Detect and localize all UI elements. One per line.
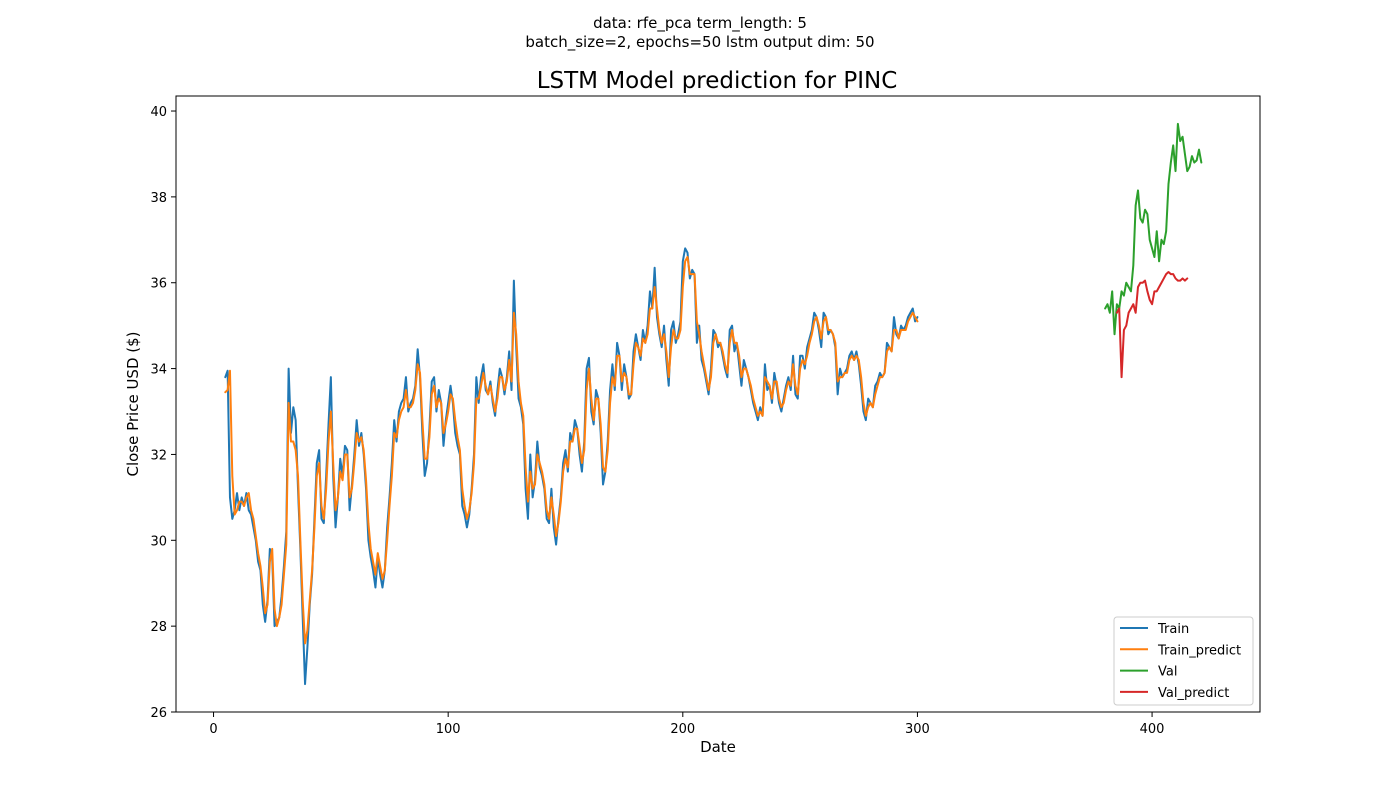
- legend: Train Train_predict Val Val_predict: [1113, 616, 1254, 706]
- legend-label-1: Train_predict: [1157, 643, 1241, 658]
- x-tick-label-2: 200: [670, 722, 695, 737]
- series-line-1: [224, 255, 919, 645]
- series-layer: [224, 122, 1203, 686]
- chart-title: LSTM Model prediction for PINC: [537, 68, 898, 94]
- x-tick-label-0: 0: [209, 722, 217, 737]
- y-tick-label-6: 38: [150, 191, 167, 206]
- x-axis-ticks: 0 100 200 300 400: [209, 712, 1164, 737]
- y-axis-label: Close Price USD ($): [124, 331, 142, 476]
- y-tick-label-3: 32: [150, 448, 167, 463]
- legend-frame: [1113, 616, 1254, 706]
- y-tick-label-2: 30: [150, 534, 167, 549]
- y-tick-label-0: 26: [150, 706, 167, 721]
- y-tick-label-1: 28: [150, 620, 167, 635]
- y-axis-ticks: 26 28 30 32 34 36 38 40: [150, 105, 176, 721]
- series-line-3: [1115, 271, 1189, 379]
- y-tick-label-5: 36: [150, 277, 167, 292]
- plot-area: 0 100 200 300 400 26 28 30 32 34 36 38 40: [150, 95, 1261, 737]
- x-tick-label-4: 400: [1140, 722, 1165, 737]
- suptitle-line-1: data: rfe_pca term_length: 5: [593, 14, 807, 33]
- series-line-0: [224, 247, 919, 686]
- series-line-2: [1104, 122, 1203, 336]
- x-tick-label-1: 100: [436, 722, 461, 737]
- legend-label-2: Val: [1158, 665, 1177, 680]
- y-tick-label-4: 34: [150, 363, 167, 378]
- legend-label-3: Val_predict: [1158, 686, 1229, 701]
- legend-label-0: Train: [1157, 622, 1189, 637]
- y-tick-label-7: 40: [150, 105, 167, 120]
- plot-frame: [175, 95, 1261, 713]
- x-axis-label: Date: [700, 738, 736, 756]
- x-tick-label-3: 300: [905, 722, 930, 737]
- suptitle-line-2: batch_size=2, epochs=50 lstm output dim:…: [525, 33, 874, 52]
